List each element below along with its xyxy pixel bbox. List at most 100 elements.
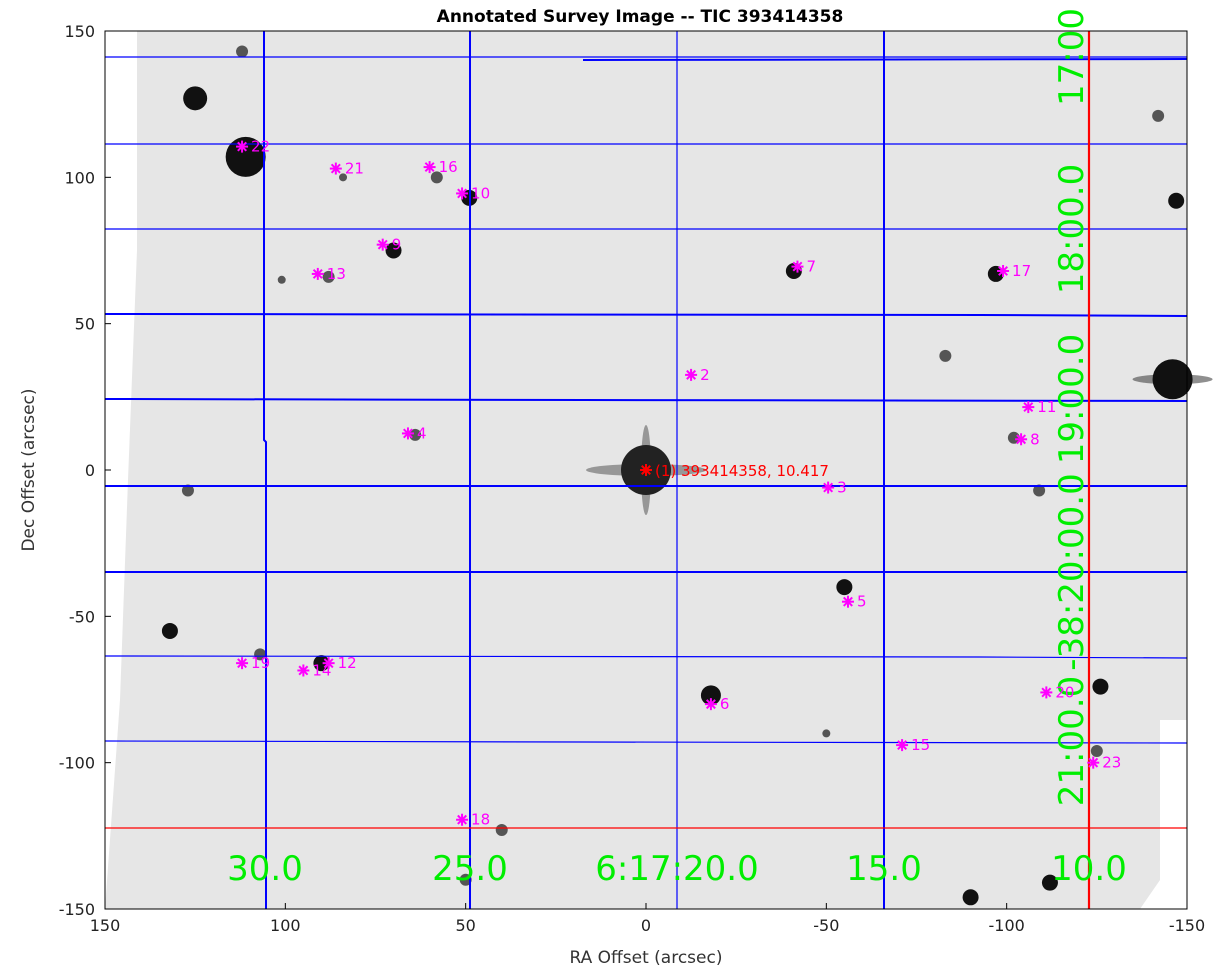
- ra-coord-label: 6:17:20.0: [595, 849, 759, 889]
- y-tick-label: 100: [64, 168, 95, 187]
- y-tick-label: 150: [64, 22, 95, 41]
- source-label: 22: [251, 138, 270, 156]
- star: [1090, 744, 1103, 757]
- y-tick-label: -100: [59, 754, 95, 773]
- source-label: 7: [806, 258, 816, 276]
- star: [822, 729, 831, 738]
- x-tick-label: 50: [455, 916, 475, 935]
- source-label: 16: [439, 158, 458, 176]
- x-tick-label: 100: [270, 916, 301, 935]
- source-marker: [456, 187, 469, 200]
- source-label: 14: [312, 661, 331, 679]
- source-marker: [791, 260, 804, 273]
- star: [987, 265, 1004, 282]
- ra-coord-label: 25.0: [432, 849, 508, 889]
- source-label: 23: [1102, 754, 1121, 772]
- source-marker: [685, 368, 698, 381]
- y-tick-label: -150: [59, 900, 95, 919]
- star: [385, 242, 402, 259]
- star: [1152, 109, 1165, 122]
- source-label: 11: [1037, 398, 1056, 416]
- source-label: 3: [837, 479, 847, 497]
- source-label: 17: [1012, 262, 1031, 280]
- source-label: 5: [857, 593, 867, 611]
- star: [277, 275, 286, 284]
- source-label: 19: [251, 654, 270, 672]
- star: [700, 685, 721, 706]
- plot-area: 30.0 25.0 6:17:20.0 15.0 10.0 17:00 18:0…: [104, 8, 1213, 910]
- source-label: 4: [417, 424, 427, 442]
- x-tick-label: -150: [1169, 916, 1205, 935]
- star: [254, 648, 267, 661]
- source-marker: [401, 427, 414, 440]
- star: [161, 622, 178, 639]
- dec-coordinate-labels: 17:00 18:00.0 19:00.0 -38:20:00.0 21:00.…: [1052, 8, 1092, 806]
- x-axis-label: RA Offset (arcsec): [570, 948, 723, 968]
- source-marker: [297, 664, 310, 677]
- star: [409, 428, 422, 441]
- source-label: 10: [471, 184, 490, 202]
- dec-coord-label: 17:00: [1052, 8, 1092, 106]
- dec-coord-label: 19:00.0: [1052, 334, 1092, 464]
- target-label: (1) 393414358, 10.417: [655, 462, 829, 480]
- star: [1041, 874, 1058, 891]
- source-label: 18: [471, 811, 490, 829]
- star: [430, 171, 443, 184]
- star: [495, 823, 508, 836]
- dec-coord-label: -38:20:00.0: [1052, 473, 1092, 670]
- star: [236, 45, 249, 58]
- x-tick-label: 150: [90, 916, 121, 935]
- source-label: 12: [338, 654, 357, 672]
- dec-coord-label: 21:00.0: [1052, 676, 1092, 806]
- source-marker: [329, 162, 342, 175]
- x-tick-label: -100: [989, 916, 1025, 935]
- x-tick-label: 0: [641, 916, 651, 935]
- source-marker: [376, 238, 389, 251]
- source-marker: [1087, 756, 1100, 769]
- star: [322, 270, 335, 283]
- dec-coord-label: 18:00.0: [1052, 164, 1092, 294]
- x-tick-label: -50: [813, 916, 839, 935]
- source-marker: [1022, 401, 1035, 414]
- star: [225, 136, 266, 177]
- source-label: 8: [1030, 430, 1040, 448]
- source-marker: [896, 739, 909, 752]
- x-axis: 150 100 50 0 -50 -100 -150: [90, 903, 1205, 935]
- background-stars: [161, 45, 1213, 906]
- star: [1033, 484, 1046, 497]
- star: [339, 173, 348, 182]
- source-label: 20: [1055, 683, 1074, 701]
- source-marker: [1040, 686, 1053, 699]
- source-label: 6: [720, 695, 730, 713]
- source-marker: [1015, 433, 1028, 446]
- star: [459, 873, 472, 886]
- ra-coord-label: 10.0: [1051, 849, 1127, 889]
- y-axis: 150 100 50 0 -50 -100 -150: [59, 22, 111, 919]
- star: [183, 86, 208, 111]
- source-marker: [997, 264, 1010, 277]
- ra-coordinate-labels: 30.0 25.0 6:17:20.0 15.0 10.0: [227, 849, 1127, 889]
- star: [1007, 431, 1020, 444]
- y-tick-label: 0: [85, 461, 95, 480]
- dec-grid-line: [104, 655, 1188, 659]
- source-label: 2: [700, 366, 710, 384]
- chart-title: Annotated Survey Image -- TIC 393414358: [437, 7, 844, 27]
- y-tick-label: -50: [69, 607, 95, 626]
- target-marker-group: (1) 393414358, 10.417: [640, 462, 829, 480]
- source-marker: [322, 657, 335, 670]
- dec-grid-line: [104, 313, 1188, 317]
- star: [836, 579, 853, 596]
- target-marker: [640, 464, 652, 476]
- source-marker: [456, 813, 469, 826]
- source-marker: [704, 698, 717, 711]
- ra-coord-label: 30.0: [227, 849, 303, 889]
- source-label: 15: [911, 736, 930, 754]
- y-tick-label: 50: [75, 315, 95, 334]
- source-marker: [423, 161, 436, 174]
- dec-grid-line: [104, 740, 1188, 744]
- ra-grid-line: [263, 31, 267, 909]
- star: [939, 349, 952, 362]
- star: [1092, 678, 1109, 695]
